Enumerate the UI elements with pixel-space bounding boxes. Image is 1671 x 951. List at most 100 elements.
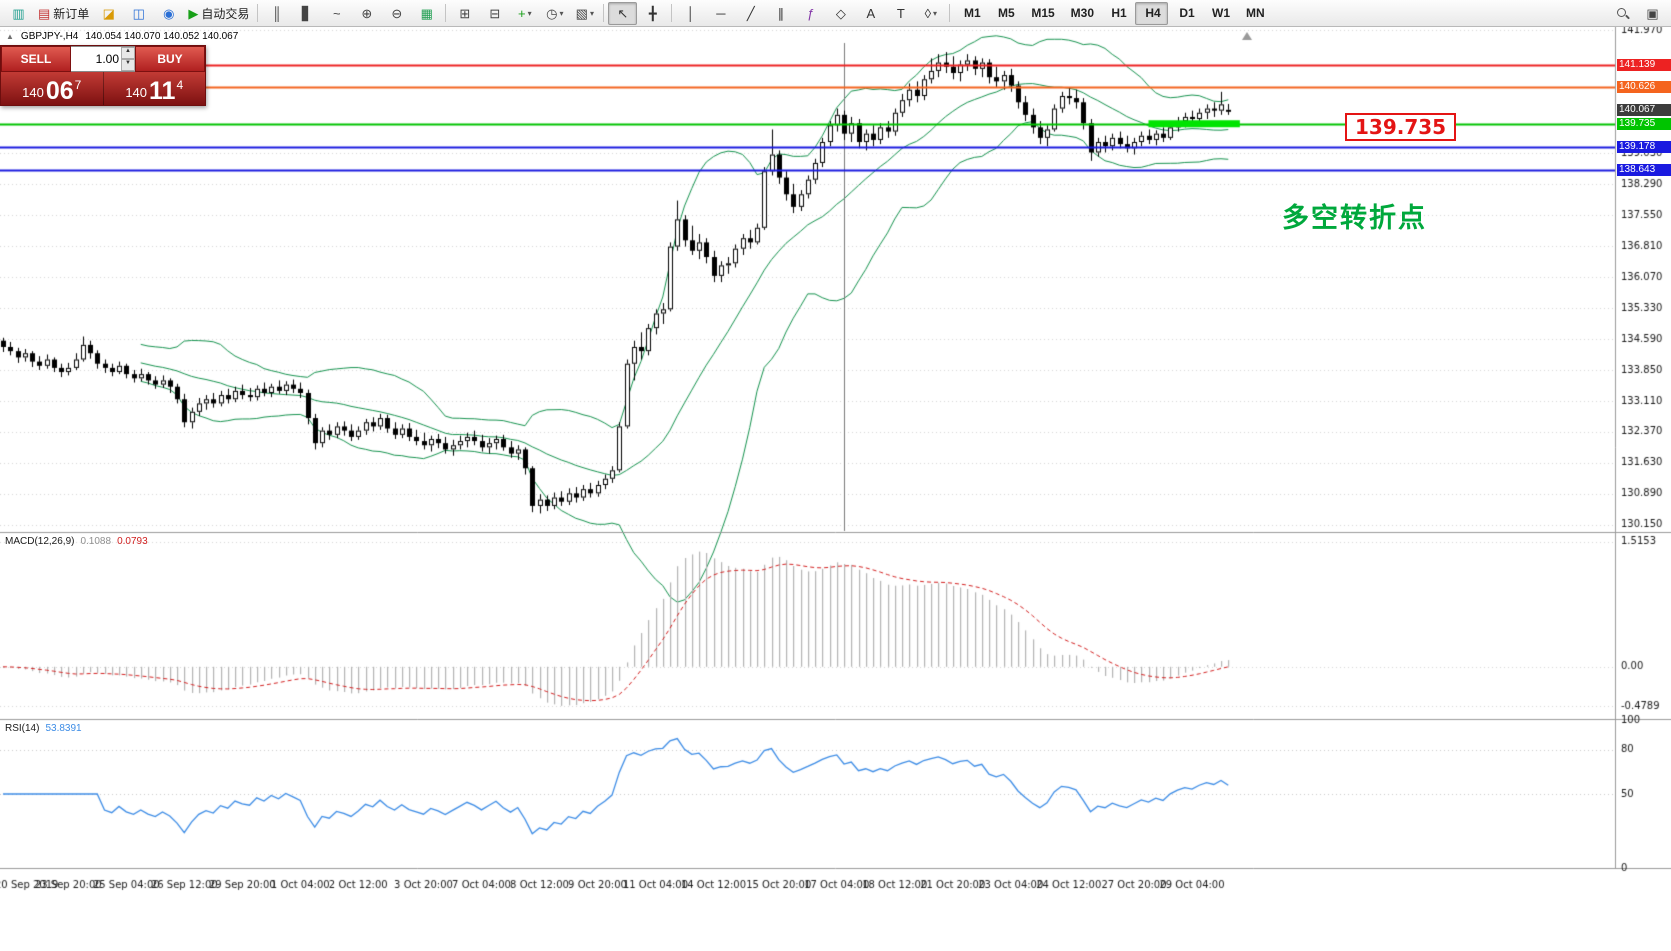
cursor-icon: ↖	[617, 5, 629, 21]
line-chart-icon: ~	[333, 5, 341, 21]
volume-stepper: ▲ ▼	[121, 47, 135, 71]
sell-price[interactable]: 140 06 7	[1, 72, 103, 105]
bar-chart-icon: ║	[272, 5, 282, 21]
label-tool-button[interactable]: T	[886, 2, 915, 25]
sell-button[interactable]: SELL	[1, 46, 71, 72]
bar-chart-button[interactable]: ║	[262, 2, 291, 25]
channel-tool-button[interactable]: ∥	[766, 2, 795, 25]
tf-d1-button-label: D1	[1179, 6, 1195, 20]
new-order-icon: ▤	[38, 5, 51, 21]
templates-button[interactable]: ▧ ▾	[570, 2, 599, 25]
buy-price-big: 11	[149, 77, 176, 105]
text-tool-button[interactable]: A	[856, 2, 885, 25]
tf-h4-button[interactable]: H4	[1135, 1, 1169, 25]
tf-m1-button[interactable]: M1	[954, 2, 987, 25]
volume-down-button[interactable]: ▼	[121, 59, 135, 71]
buy-price[interactable]: 140 11 4	[102, 72, 206, 105]
crosshair-button[interactable]: ╋	[638, 2, 667, 25]
zoom-out-button[interactable]: ⊖	[382, 2, 411, 25]
arrows-tool-button[interactable]: ◊ ▾	[916, 2, 945, 25]
macd-signal-value: 0.0793	[117, 536, 148, 547]
toolbar-separator	[257, 4, 259, 22]
tf-m15-button[interactable]: M15	[1022, 2, 1060, 25]
macd-main-value: 0.1088	[80, 536, 112, 547]
buy-button[interactable]: BUY	[135, 46, 205, 72]
fibonacci-tool-icon: ƒ	[807, 5, 815, 21]
new-chart-button[interactable]: ▥	[4, 2, 33, 25]
line-chart-button[interactable]: ~	[322, 2, 351, 25]
tf-m5-button-label: M5	[997, 6, 1015, 20]
volume-box: ▲ ▼	[71, 46, 135, 72]
tf-d1-button[interactable]: D1	[1169, 2, 1202, 25]
navigator-button[interactable]: ◉	[154, 2, 183, 25]
tf-m15-button-label: M15	[1031, 6, 1055, 20]
trade-panel-prices: 140 06 7 140 11 4	[1, 72, 205, 105]
one-click-trading-panel: SELL ▲ ▼ BUY 140 06 7 140 11 4	[0, 45, 206, 106]
data-window-icon: ▣	[1646, 5, 1659, 21]
tf-mn-button-label: MN	[1246, 6, 1265, 20]
data-window-button[interactable]: ▣	[1638, 2, 1667, 25]
candle-chart-icon: ▋	[301, 5, 312, 21]
tf-h1-button[interactable]: H1	[1101, 2, 1134, 25]
one-click-collapse-arrow[interactable]: ▲	[6, 32, 14, 41]
rsi-title: RSI(14)	[5, 723, 40, 734]
turning-point-label[interactable]: 多空转折点	[1282, 203, 1427, 234]
toolbar: ▥ ▤ 新订单 ◪ ◫ ◉ ▶ 自动交易 ║ ▋ ~ ⊕ ⊖ ▦ ⊞ ⊟ + ▾ ◷ ▾ ▧ ▾ ↖ ╋ │ ─ ╱ ∥ ƒ ◇ A T ◊ ▾ M…	[0, 0, 1671, 27]
volume-input[interactable]	[71, 47, 121, 71]
chart-shift-button[interactable]: ⊟	[480, 2, 509, 25]
rsi-value: 53.8391	[45, 723, 82, 734]
new-order-button-label: 新订单	[53, 6, 90, 21]
volume-up-button[interactable]: ▲	[121, 47, 135, 59]
toolbar-separator	[603, 4, 605, 22]
trendline-tool-button[interactable]: ╱	[736, 2, 765, 25]
search-button[interactable]	[1608, 2, 1637, 25]
dropdown-arrow-icon: ▾	[527, 8, 532, 18]
price-badge-139.178: 139.178	[1617, 141, 1671, 154]
autotrading-button[interactable]: ▶ 自动交易	[184, 2, 253, 25]
profiles-icon: ◪	[102, 5, 115, 21]
price-callout-label[interactable]: 139.735	[1345, 113, 1457, 141]
toolbar-separator	[949, 4, 951, 22]
tf-h1-button-label: H1	[1111, 6, 1127, 20]
tf-mn-button[interactable]: MN	[1237, 2, 1271, 25]
autotrading-button-label: 自动交易	[201, 6, 250, 21]
vline-tool-button[interactable]: │	[676, 2, 705, 25]
text-tool-icon: A	[866, 5, 876, 21]
toolbar-separator	[671, 4, 673, 22]
candle-chart-button[interactable]: ▋	[292, 2, 321, 25]
hline-tool-button[interactable]: ─	[706, 2, 735, 25]
tile-windows-button[interactable]: ▦	[412, 2, 441, 25]
auto-scroll-icon: ⊞	[459, 5, 471, 21]
tf-w1-button[interactable]: W1	[1203, 2, 1236, 25]
sell-price-sup: 7	[74, 78, 82, 92]
auto-scroll-button[interactable]: ⊞	[450, 2, 479, 25]
tf-m30-button-label: M30	[1070, 6, 1095, 20]
indicators-button[interactable]: + ▾	[510, 2, 539, 25]
ohlc-values: 140.054 140.070 140.052 140.067	[85, 31, 239, 42]
price-badge-139.735: 139.735	[1617, 117, 1671, 130]
channel-tool-icon: ∥	[777, 5, 785, 21]
fibonacci-tool-button[interactable]: ƒ	[796, 2, 825, 25]
chart-canvas[interactable]	[0, 27, 1671, 951]
tile-windows-icon: ▦	[420, 5, 433, 21]
vline-tool-icon: │	[686, 5, 695, 21]
buy-price-sup: 4	[176, 78, 184, 92]
price-badge-141.139: 141.139	[1617, 59, 1671, 72]
price-badge-140.067: 140.067	[1617, 103, 1671, 116]
zoom-in-icon: ⊕	[361, 5, 373, 21]
trade-panel-controls: SELL ▲ ▼ BUY	[1, 46, 205, 72]
autotrading-icon: ▶	[188, 5, 199, 21]
profiles-button[interactable]: ◪	[94, 2, 123, 25]
shapes-tool-button[interactable]: ◇	[826, 2, 855, 25]
arrows-tool-icon: ◊	[924, 5, 932, 21]
cursor-button[interactable]: ↖	[608, 1, 638, 25]
tf-m5-button[interactable]: M5	[988, 2, 1021, 25]
zoom-in-button[interactable]: ⊕	[352, 2, 381, 25]
market-watch-button[interactable]: ◫	[124, 2, 153, 25]
tf-m30-button[interactable]: M30	[1062, 2, 1100, 25]
periods-button[interactable]: ◷ ▾	[540, 2, 569, 25]
sell-price-prefix: 140	[22, 85, 44, 100]
new-order-button[interactable]: ▤ 新订单	[34, 2, 93, 25]
tf-w1-button-label: W1	[1212, 6, 1231, 20]
